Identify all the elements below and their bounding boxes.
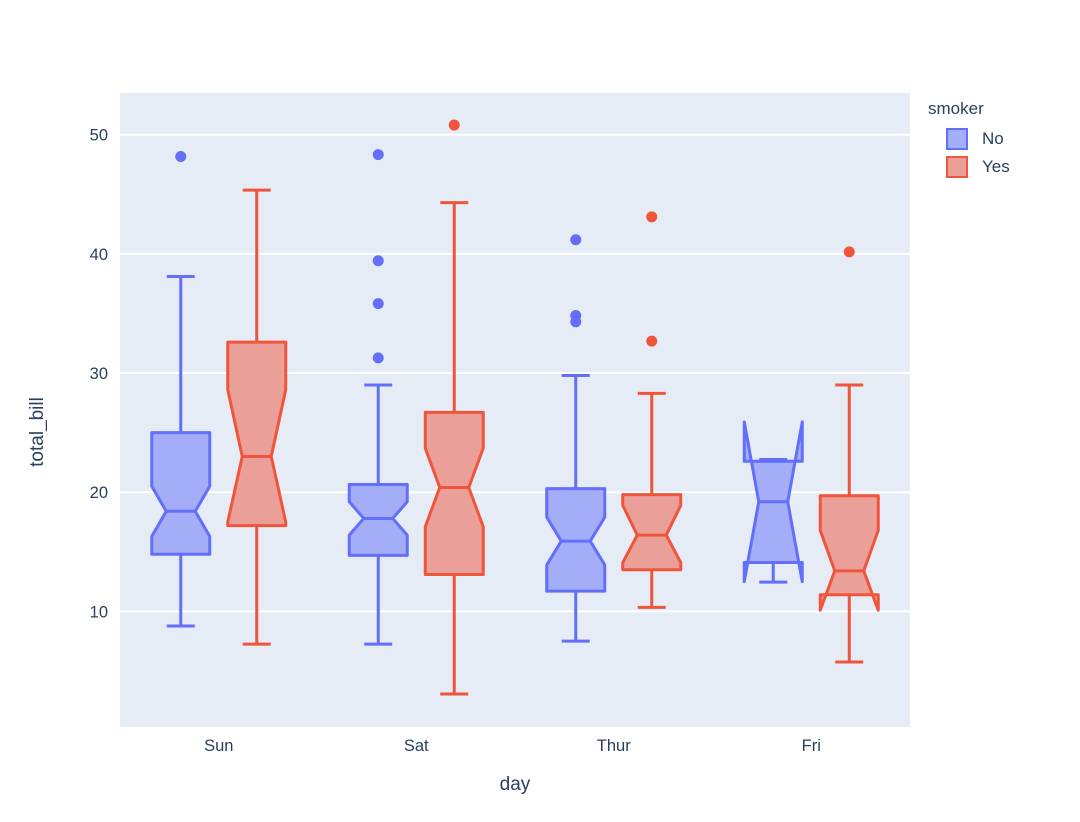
box-group-thur-yes[interactable] bbox=[621, 211, 683, 609]
legend-label: No bbox=[982, 129, 1004, 148]
box-fri-yes[interactable] bbox=[818, 494, 880, 612]
y-tick-label-10: 10 bbox=[90, 603, 108, 621]
y-axis-title: total_bill bbox=[27, 397, 48, 467]
x-tick-label-sun: Sun bbox=[204, 737, 233, 755]
box-group-sun-no[interactable] bbox=[150, 151, 212, 628]
box-group-fri-yes[interactable] bbox=[818, 246, 880, 664]
outlier-point-fri-yes-40.17[interactable] bbox=[843, 246, 855, 258]
legend: smoker No Yes bbox=[928, 99, 1010, 184]
y-tick-label-30: 30 bbox=[90, 365, 108, 383]
outlier-point-thur-no-41.19[interactable] bbox=[570, 234, 582, 246]
box-sun-yes[interactable] bbox=[226, 340, 288, 528]
box-group-sat-yes[interactable] bbox=[423, 119, 485, 696]
legend-item-yes[interactable]: Yes bbox=[946, 156, 1010, 178]
legend-title: smoker bbox=[928, 99, 984, 118]
x-tick-label-fri: Fri bbox=[802, 737, 821, 755]
box-sat-yes[interactable] bbox=[423, 410, 485, 576]
outlier-point-thur-no-34.83[interactable] bbox=[570, 309, 582, 321]
legend-swatch-yes bbox=[946, 156, 968, 178]
legend-label: Yes bbox=[982, 157, 1010, 176]
outlier-point-sat-yes-50.81[interactable] bbox=[448, 119, 460, 131]
y-tick-label-50: 50 bbox=[90, 127, 108, 145]
outlier-point-sat-no-31.27[interactable] bbox=[372, 352, 384, 364]
x-tick-label-thur: Thur bbox=[597, 737, 631, 755]
outlier-point-sat-no-39.42[interactable] bbox=[372, 255, 384, 267]
box-group-fri-no[interactable] bbox=[742, 420, 804, 584]
box-group-sat-no[interactable] bbox=[347, 149, 409, 646]
y-tick-label-40: 40 bbox=[90, 246, 108, 264]
outlier-point-thur-yes-32.68[interactable] bbox=[646, 335, 658, 347]
box-thur-yes[interactable] bbox=[621, 493, 683, 572]
box-group-sun-yes[interactable] bbox=[226, 188, 288, 646]
x-axis-title: day bbox=[499, 774, 531, 795]
outlier-point-sat-no-35.83[interactable] bbox=[372, 298, 384, 310]
legend-item-no[interactable]: No bbox=[946, 128, 1010, 150]
outlier-point-sat-no-48.33[interactable] bbox=[372, 149, 384, 161]
box-group-thur-no[interactable] bbox=[545, 234, 607, 643]
legend-swatch-no bbox=[946, 128, 968, 150]
outlier-point-thur-yes-43.11[interactable] bbox=[646, 211, 658, 223]
y-tick-label-20: 20 bbox=[90, 484, 108, 502]
box-sun-no[interactable] bbox=[150, 431, 212, 556]
outlier-point-sun-no-48.17[interactable] bbox=[175, 151, 187, 163]
x-tick-label-sat: Sat bbox=[404, 737, 429, 755]
